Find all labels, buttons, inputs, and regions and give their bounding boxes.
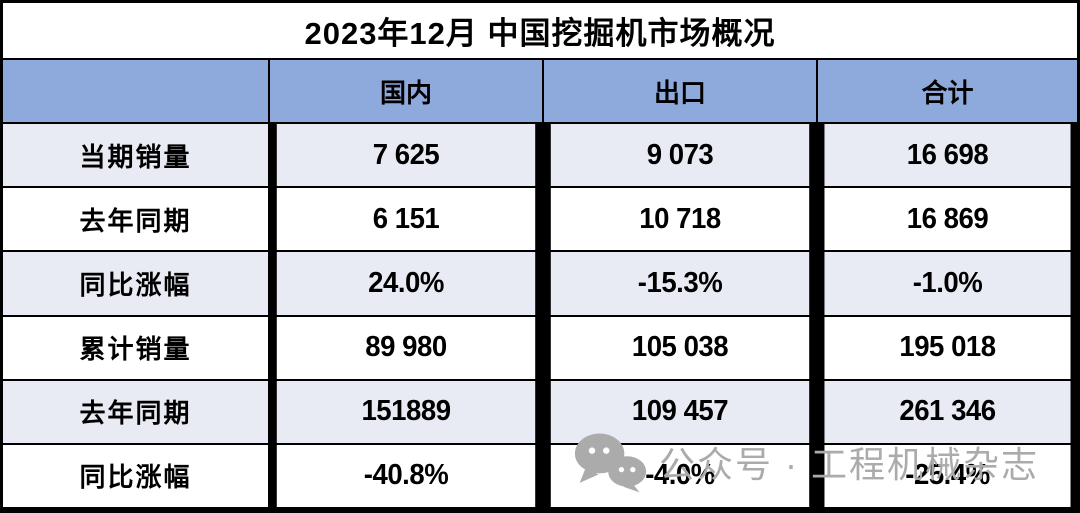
row-label: 同比涨幅 [3,252,268,315]
page-title: 2023年12月 中国挖掘机市场概况 [304,16,776,51]
value-cell: -15.3% [550,252,810,315]
header-cell-total: 合计 [818,60,1077,123]
value-cell: 105 038 [550,316,810,379]
value-cell: 16 698 [824,124,1071,187]
header-cell-export: 出口 [544,60,816,123]
value-cell: 261 346 [824,380,1071,443]
value-cell: 151889 [276,380,536,443]
value-cell: -1.0% [824,252,1071,315]
value-cell: -4.0% [550,444,810,507]
value-cell: 9 073 [550,124,810,187]
header-cell-domestic: 国内 [270,60,542,123]
value-cell: -25.4% [824,444,1071,507]
row-label: 当期销量 [3,124,268,187]
value-cell: 16 869 [824,188,1071,251]
value-cell: 195 018 [824,316,1071,379]
row-label: 累计销量 [3,316,268,379]
row-label: 去年同期 [3,380,268,443]
value-cell: -40.8% [276,444,536,507]
value-cell: 109 457 [550,380,810,443]
row-label: 去年同期 [3,188,268,251]
title-bar: 2023年12月 中国挖掘机市场概况 [3,3,1077,60]
value-cell: 7 625 [276,124,536,187]
header-cell-empty [3,60,268,123]
value-cell: 89 980 [276,316,536,379]
data-grid: 国内 出口 合计 当期销量 7 625 9 073 16 698 去年同期 6 … [3,60,1077,507]
value-cell: 10 718 [550,188,810,251]
row-label: 同比涨幅 [3,444,268,507]
value-cell: 6 151 [276,188,536,251]
value-cell: 24.0% [276,252,536,315]
